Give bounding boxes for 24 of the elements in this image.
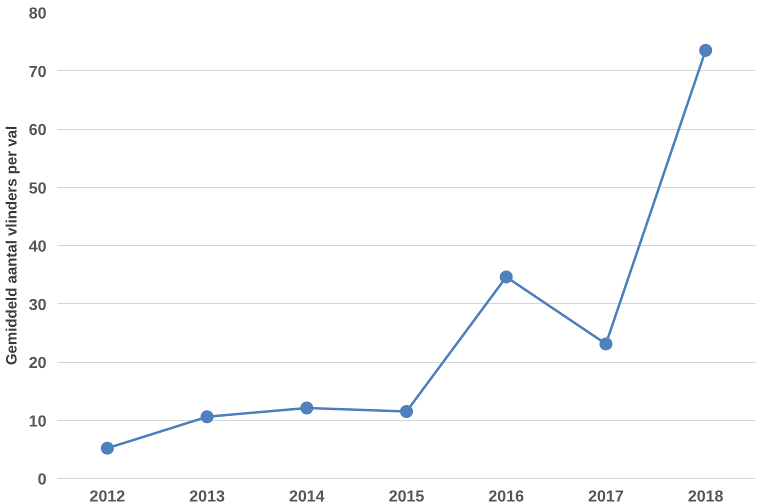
y-tick-label: 70 [28,64,47,81]
point [200,410,214,424]
x-tick-label: 2018 [688,488,724,504]
point [699,44,712,57]
x-tick-label: 2013 [189,488,225,504]
point [500,270,513,284]
y-tick-label: 20 [28,355,47,372]
point [100,442,114,455]
x-tick-label: 2014 [288,488,325,504]
y-tick-label: 10 [28,413,47,430]
x-tick-label: 2012 [90,488,126,504]
y-tick-label: 0 [38,472,47,488]
y-tick-label: 50 [28,180,47,198]
x-tick-label: 2016 [488,488,524,504]
x-tick-label: 2015 [388,488,424,504]
y-tick-label: 40 [28,238,47,256]
point [300,402,314,415]
point [599,337,612,350]
y-tick-label: 60 [28,122,47,139]
x-tick-label: 2017 [588,488,624,504]
y-tick-label: 30 [28,296,47,314]
y-axis-title: Gemiddeld aantal vlinders per val [4,126,21,366]
point [400,405,413,418]
y-tick-label: 80 [28,6,47,22]
